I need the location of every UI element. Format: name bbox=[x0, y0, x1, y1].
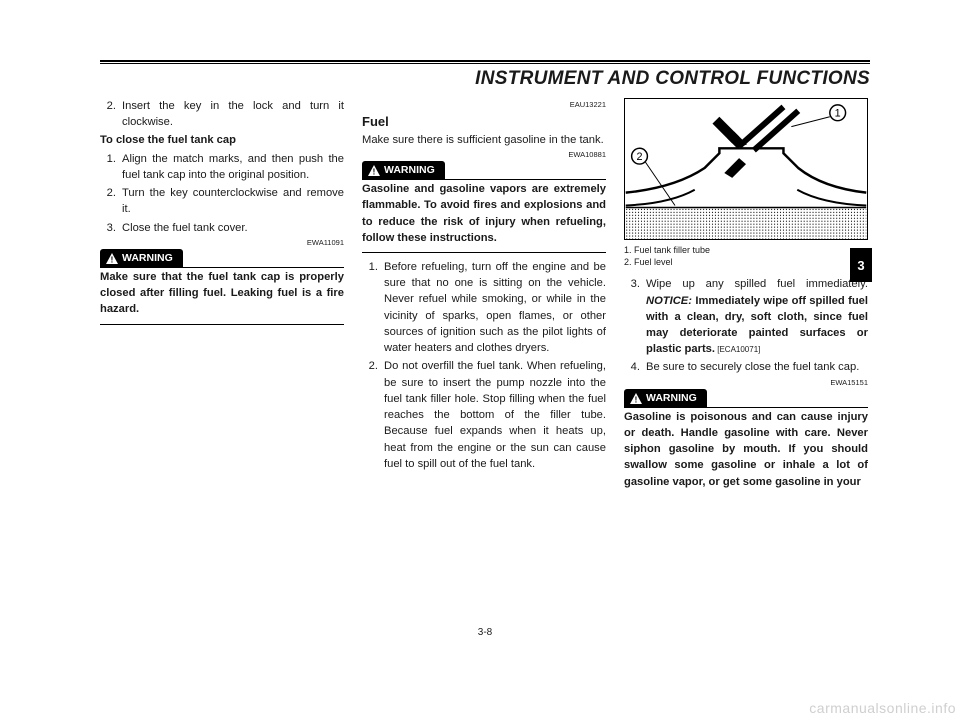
header-rule bbox=[100, 60, 870, 64]
list-item: 2. Turn the key counterclockwise and rem… bbox=[100, 185, 344, 217]
step-number: 4. bbox=[624, 359, 646, 375]
step-text: Align the match marks, and then push the… bbox=[122, 151, 344, 183]
column-2: EAU13221 Fuel Make sure there is suffici… bbox=[362, 98, 606, 490]
warning-icon: ! bbox=[106, 253, 118, 264]
warning-icon: ! bbox=[630, 393, 642, 404]
warning-underline bbox=[183, 267, 344, 268]
list-item: 1. Align the match marks, and then push … bbox=[100, 151, 344, 183]
warning-underline bbox=[707, 407, 868, 408]
divider bbox=[100, 324, 344, 325]
divider bbox=[362, 252, 606, 253]
ref-code: EWA11091 bbox=[100, 238, 344, 249]
fuel-level-diagram: 1 2 bbox=[625, 99, 867, 239]
step-number: 2. bbox=[100, 98, 122, 130]
warning-icon: ! bbox=[368, 165, 380, 176]
svg-text:!: ! bbox=[635, 395, 638, 404]
chapter-tab: 3 bbox=[850, 248, 872, 282]
warning-text: Gasoline is poisonous and can cause inju… bbox=[624, 409, 868, 490]
warning-label: WARNING bbox=[646, 391, 697, 406]
fuel-steps: 1. Before refueling, turn off the engine… bbox=[362, 259, 606, 472]
content-columns: 2. Insert the key in the lock and turn i… bbox=[100, 98, 870, 490]
col1-step-continue: 2. Insert the key in the lock and turn i… bbox=[100, 98, 344, 130]
col3-steps: 3. Wipe up any spilled fuel immediately.… bbox=[624, 276, 868, 375]
notice-ref: [ECA10071] bbox=[715, 345, 760, 354]
warning-header-row: ! WARNING bbox=[100, 249, 344, 269]
warning-text: Gasoline and gasoline vapors are extreme… bbox=[362, 181, 606, 246]
step-text: Wipe up any spilled fuel immediately. NO… bbox=[646, 276, 868, 357]
fuel-intro: Make sure there is sufficient gasoline i… bbox=[362, 132, 606, 148]
warning-header-row: ! WARNING bbox=[362, 161, 606, 181]
svg-text:!: ! bbox=[111, 255, 114, 264]
svg-text:!: ! bbox=[373, 167, 376, 176]
column-3: 1 2 1. Fuel tank filler tube 2. Fuel lev… bbox=[624, 98, 868, 490]
page-number: 3-8 bbox=[100, 627, 870, 638]
step-text: Be sure to securely close the fuel tank … bbox=[646, 359, 868, 375]
ref-code: EWA10881 bbox=[362, 150, 606, 161]
close-cap-heading: To close the fuel tank cap bbox=[100, 132, 344, 148]
fuel-level-figure: 1 2 bbox=[624, 98, 868, 240]
list-item: 4. Be sure to securely close the fuel ta… bbox=[624, 359, 868, 375]
warning-label: WARNING bbox=[384, 163, 435, 178]
watermark: carmanualsonline.info bbox=[809, 700, 956, 716]
column-1: 2. Insert the key in the lock and turn i… bbox=[100, 98, 344, 490]
step-number: 3. bbox=[100, 220, 122, 236]
ref-code: EAU13221 bbox=[362, 100, 606, 111]
step-number: 3. bbox=[624, 276, 646, 357]
list-item: 2. Insert the key in the lock and turn i… bbox=[100, 98, 344, 130]
warning-badge: ! WARNING bbox=[100, 249, 183, 268]
step-number: 1. bbox=[362, 259, 384, 356]
manual-page: INSTRUMENT AND CONTROL FUNCTIONS 2. Inse… bbox=[100, 60, 870, 650]
callout-2: 2 bbox=[637, 151, 643, 163]
page-title: INSTRUMENT AND CONTROL FUNCTIONS bbox=[100, 68, 870, 90]
warning-underline bbox=[445, 179, 606, 180]
warning-text: Make sure that the fuel tank cap is prop… bbox=[100, 269, 344, 318]
step-number: 2. bbox=[100, 185, 122, 217]
fuel-heading: Fuel bbox=[362, 113, 606, 132]
callout-1: 1 bbox=[835, 108, 841, 120]
figure-caption: 1. Fuel tank filler tube 2. Fuel level bbox=[624, 244, 868, 268]
close-cap-steps: 1. Align the match marks, and then push … bbox=[100, 151, 344, 236]
list-item: 3. Wipe up any spilled fuel immediately.… bbox=[624, 276, 868, 357]
warning-label: WARNING bbox=[122, 251, 173, 266]
list-item: 1. Before refueling, turn off the engine… bbox=[362, 259, 606, 356]
step-text: Before refueling, turn off the engine an… bbox=[384, 259, 606, 356]
caption-line-2: 2. Fuel level bbox=[624, 256, 868, 268]
step-text: Close the fuel tank cover. bbox=[122, 220, 344, 236]
step-text: Do not overfill the fuel tank. When refu… bbox=[384, 358, 606, 472]
step-3-pre: Wipe up any spilled fuel immediately. bbox=[646, 278, 868, 290]
warning-badge: ! WARNING bbox=[624, 389, 707, 408]
step-number: 1. bbox=[100, 151, 122, 183]
list-item: 3. Close the fuel tank cover. bbox=[100, 220, 344, 236]
list-item: 2. Do not overfill the fuel tank. When r… bbox=[362, 358, 606, 472]
warning-header-row: ! WARNING bbox=[624, 389, 868, 409]
step-text: Insert the key in the lock and turn it c… bbox=[122, 98, 344, 130]
step-number: 2. bbox=[362, 358, 384, 472]
ref-code: EWA15151 bbox=[624, 378, 868, 389]
caption-line-1: 1. Fuel tank filler tube bbox=[624, 244, 868, 256]
warning-badge: ! WARNING bbox=[362, 161, 445, 180]
step-text: Turn the key counterclockwise and remove… bbox=[122, 185, 344, 217]
notice-label: NOTICE: bbox=[646, 295, 692, 307]
